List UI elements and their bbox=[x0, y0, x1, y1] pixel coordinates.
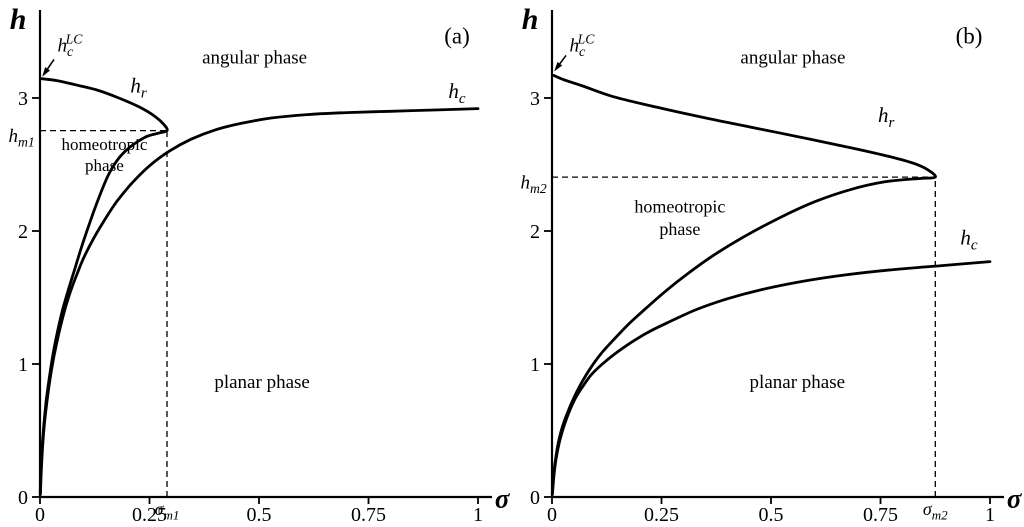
x-tick-label: 0.5 bbox=[247, 504, 272, 526]
x-tick-label: 0.25 bbox=[132, 504, 167, 526]
x-tick-label: 0.75 bbox=[351, 504, 386, 526]
sigma-m2-label: σm2 bbox=[923, 499, 948, 522]
x-tick-label: 0.25 bbox=[644, 504, 679, 526]
x-tick-label: 0.5 bbox=[759, 504, 784, 526]
hc-label: hc bbox=[448, 79, 466, 107]
planar-phase-label: planar phase bbox=[750, 372, 845, 393]
y-tick-label: 3 bbox=[530, 88, 540, 110]
x-axis-title: σ bbox=[1007, 484, 1023, 514]
hm1-label: hm1 bbox=[8, 126, 34, 150]
hm2-label: hm2 bbox=[520, 172, 546, 196]
hc-lc-label: hcLC bbox=[570, 32, 596, 60]
panel-b: 0 0.25 0.5 0.75 1 0 1 2 3 h σ (b) hcLC hr hc angular ph… bbox=[520, 3, 1023, 526]
angular-phase-label: angular phase bbox=[740, 47, 845, 68]
hc-lc-label: hcLC bbox=[58, 32, 84, 60]
h-r-curve bbox=[550, 74, 937, 496]
hr-label: hr bbox=[130, 74, 147, 102]
homeotropic-phase-line1: homeotropic bbox=[61, 135, 147, 154]
y-tick-label: 1 bbox=[18, 354, 28, 376]
y-axis-title: h bbox=[522, 3, 539, 36]
y-tick-label: 1 bbox=[530, 354, 540, 376]
h-r-curve bbox=[38, 77, 169, 496]
homeotropic-phase-line2: phase bbox=[659, 219, 700, 239]
x-tick-label: 0 bbox=[547, 504, 557, 526]
hc-lc-arrowhead bbox=[554, 61, 563, 72]
y-axis-title: h bbox=[10, 3, 27, 36]
y-tick-label: 2 bbox=[530, 221, 540, 243]
x-tick-label: 1 bbox=[985, 504, 995, 526]
panel-letter: (b) bbox=[956, 24, 983, 49]
angular-phase-label: angular phase bbox=[202, 47, 307, 68]
y-tick-label: 0 bbox=[18, 487, 28, 509]
x-tick-label: 0 bbox=[35, 504, 45, 526]
planar-phase-label: planar phase bbox=[214, 372, 309, 393]
hc-label: hc bbox=[960, 225, 978, 253]
sigma-m1-label: σm1 bbox=[155, 499, 180, 522]
panel-letter: (a) bbox=[444, 24, 470, 49]
y-tick-label: 3 bbox=[18, 88, 28, 110]
x-tick-label: 0.75 bbox=[863, 504, 898, 526]
homeotropic-phase-line2: phase bbox=[85, 156, 124, 175]
hr-label: hr bbox=[878, 103, 895, 131]
hc-lc-arrowhead bbox=[42, 67, 51, 77]
y-tick-label: 2 bbox=[18, 221, 28, 243]
panel-a: 0 0.25 0.5 0.75 1 0 1 2 3 h σ (a) hcLC hr hc angular ph… bbox=[8, 3, 511, 526]
axes bbox=[38, 10, 492, 499]
x-tick-label: 1 bbox=[473, 504, 483, 526]
x-axis-title: σ bbox=[495, 484, 511, 514]
y-tick-label: 0 bbox=[530, 487, 540, 509]
homeotropic-phase-line1: homeotropic bbox=[634, 196, 725, 216]
axes bbox=[550, 10, 1004, 499]
